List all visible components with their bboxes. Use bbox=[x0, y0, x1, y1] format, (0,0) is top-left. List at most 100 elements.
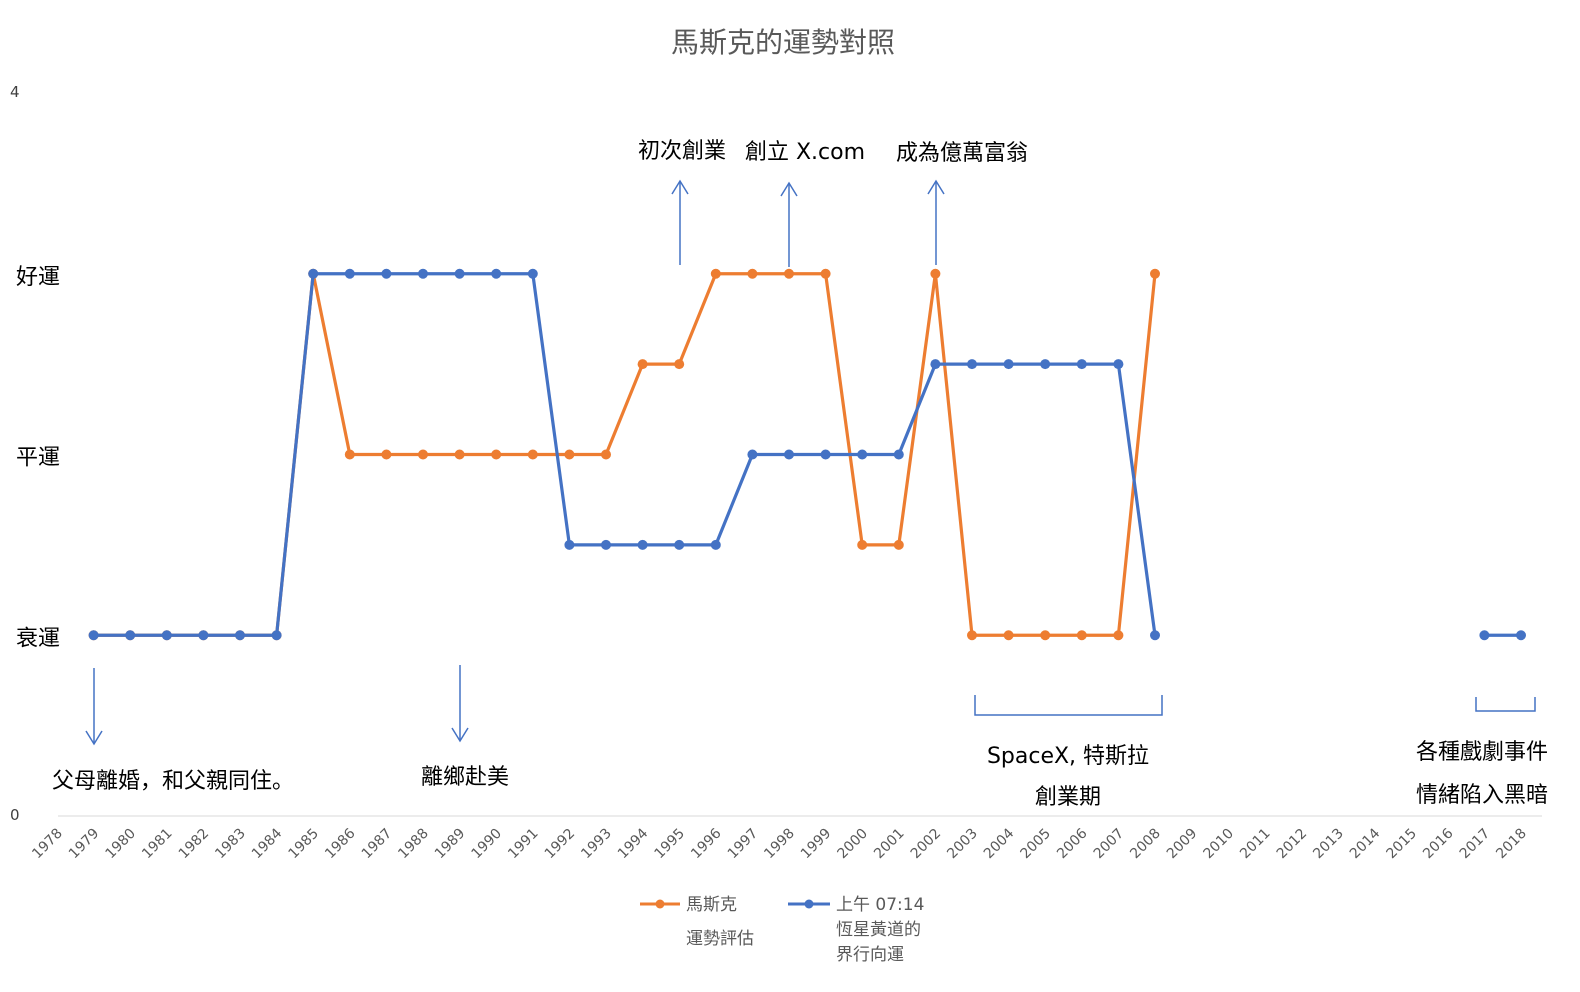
data-point[interactable] bbox=[454, 449, 465, 460]
data-point[interactable] bbox=[1150, 630, 1160, 641]
x-tick-label: 2012 bbox=[1274, 826, 1311, 863]
data-point[interactable] bbox=[308, 268, 319, 279]
x-tick-label: 1998 bbox=[761, 826, 798, 863]
x-tick-label: 2006 bbox=[1054, 825, 1091, 862]
data-point[interactable] bbox=[418, 449, 428, 460]
data-point[interactable] bbox=[893, 539, 904, 550]
data-point[interactable] bbox=[1479, 630, 1490, 641]
data-point[interactable] bbox=[930, 268, 941, 279]
data-point[interactable] bbox=[820, 449, 831, 460]
data-point[interactable] bbox=[857, 539, 868, 550]
annotation-spacex-bracket bbox=[974, 695, 1163, 716]
x-tick-label: 2007 bbox=[1091, 826, 1128, 863]
data-point[interactable] bbox=[161, 630, 172, 641]
legend-item-musk[interactable]: 馬斯克 運勢評估 bbox=[640, 895, 754, 949]
y-axis-max-label: 4 bbox=[10, 83, 20, 101]
x-tick-label: 1986 bbox=[322, 825, 359, 862]
legend[interactable]: 馬斯克 運勢評估 上午 07:14 恆星黃道的 界行向運 bbox=[640, 895, 924, 965]
data-point[interactable] bbox=[820, 268, 831, 279]
data-point[interactable] bbox=[747, 268, 758, 279]
data-point[interactable] bbox=[344, 449, 355, 460]
x-tick-label: 1987 bbox=[359, 826, 396, 863]
data-point[interactable] bbox=[1113, 630, 1124, 641]
x-tick-label: 2002 bbox=[908, 826, 945, 863]
data-point[interactable] bbox=[1040, 359, 1051, 370]
series-1 bbox=[88, 268, 1526, 641]
data-point[interactable] bbox=[967, 359, 977, 370]
y-axis-min-label: 0 bbox=[10, 806, 20, 824]
data-point[interactable] bbox=[564, 449, 575, 460]
annotation-drama-bracket bbox=[1475, 697, 1536, 712]
legend-label-zodiac: 上午 07:14 bbox=[836, 895, 924, 915]
annotations: 父母離婚，和父親同住。 離鄉赴美 初次創業 創立 X.com 成為億萬富翁 Sp… bbox=[52, 139, 1548, 810]
x-tick-label: 2013 bbox=[1310, 826, 1347, 863]
annotation-first-startup-arrow bbox=[671, 179, 689, 265]
data-point[interactable] bbox=[418, 268, 428, 279]
data-point[interactable] bbox=[88, 630, 99, 641]
x-tick-label: 1978 bbox=[29, 826, 66, 863]
data-point[interactable] bbox=[1516, 630, 1526, 641]
x-tick-label: 2010 bbox=[1201, 826, 1238, 863]
data-point[interactable] bbox=[381, 268, 392, 279]
legend-label-zodiac-line3: 界行向運 bbox=[836, 945, 904, 965]
x-tick-labels: 1978 1979 1980 1981 1982 1983 1984 1985 1986 1987… bbox=[29, 825, 1530, 862]
x-tick-label: 1980 bbox=[103, 826, 140, 863]
data-point[interactable] bbox=[893, 449, 904, 460]
data-point[interactable] bbox=[491, 449, 502, 460]
data-point[interactable] bbox=[235, 630, 245, 641]
data-point[interactable] bbox=[710, 539, 721, 550]
data-point[interactable] bbox=[527, 268, 538, 279]
data-point[interactable] bbox=[344, 268, 355, 279]
data-point[interactable] bbox=[381, 449, 392, 460]
annotation-spacex-line1: SpaceX, 特斯拉 bbox=[987, 744, 1149, 769]
data-point[interactable] bbox=[674, 359, 685, 370]
data-point[interactable] bbox=[271, 630, 282, 641]
x-tick-label: 1984 bbox=[249, 825, 286, 862]
data-point[interactable] bbox=[710, 268, 721, 279]
annotation-xcom: 創立 X.com bbox=[745, 140, 865, 165]
data-point[interactable] bbox=[1076, 630, 1087, 641]
data-point[interactable] bbox=[1003, 359, 1014, 370]
legend-marker-musk bbox=[655, 899, 665, 909]
data-point[interactable] bbox=[1003, 630, 1014, 641]
data-point[interactable] bbox=[857, 449, 868, 460]
x-tick-label: 2003 bbox=[944, 826, 981, 863]
data-point[interactable] bbox=[601, 539, 611, 550]
x-tick-label: 1985 bbox=[286, 826, 323, 863]
y-level-label: 衰運 bbox=[16, 626, 60, 651]
data-point[interactable] bbox=[1113, 359, 1124, 370]
data-point[interactable] bbox=[747, 449, 758, 460]
data-point[interactable] bbox=[1040, 630, 1051, 641]
y-level-label: 好運 bbox=[16, 265, 60, 290]
data-point[interactable] bbox=[527, 449, 538, 460]
data-point[interactable] bbox=[601, 449, 611, 460]
annotation-emigrate: 離鄉赴美 bbox=[421, 765, 509, 790]
data-point[interactable] bbox=[491, 268, 502, 279]
annotation-spacex-line2: 創業期 bbox=[1035, 785, 1101, 810]
x-tick-label: 1991 bbox=[505, 826, 542, 863]
data-point[interactable] bbox=[637, 539, 648, 550]
series-layer bbox=[88, 268, 1526, 641]
data-point[interactable] bbox=[198, 630, 209, 641]
data-point[interactable] bbox=[564, 539, 575, 550]
data-point[interactable] bbox=[674, 539, 685, 550]
series-line bbox=[93, 272, 1157, 637]
x-tick-label: 1996 bbox=[688, 825, 725, 862]
x-tick-label: 1988 bbox=[395, 826, 432, 863]
chart-title: 馬斯克的運勢對照 bbox=[671, 26, 895, 59]
data-point[interactable] bbox=[1076, 359, 1087, 370]
data-point[interactable] bbox=[125, 630, 136, 641]
data-point[interactable] bbox=[784, 449, 794, 460]
x-tick-label: 2001 bbox=[871, 826, 908, 863]
data-point[interactable] bbox=[967, 630, 977, 641]
legend-item-zodiac[interactable]: 上午 07:14 恆星黃道的 界行向運 bbox=[788, 895, 924, 965]
x-tick-label: 2000 bbox=[835, 826, 872, 863]
x-tick-label: 2015 bbox=[1384, 826, 1421, 863]
data-point[interactable] bbox=[784, 268, 794, 279]
data-point[interactable] bbox=[1150, 268, 1160, 279]
data-point[interactable] bbox=[930, 359, 941, 370]
annotation-xcom-arrow bbox=[780, 181, 798, 267]
data-point[interactable] bbox=[454, 268, 465, 279]
data-point[interactable] bbox=[637, 359, 648, 370]
